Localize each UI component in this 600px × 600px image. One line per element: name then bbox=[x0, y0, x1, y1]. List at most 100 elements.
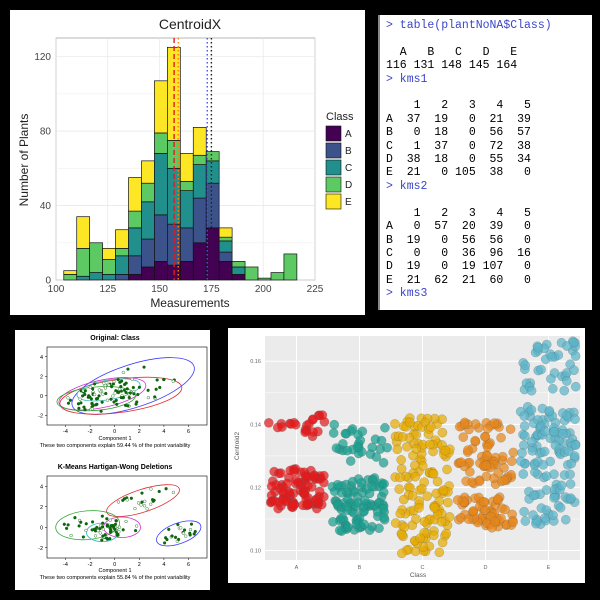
cluster-point bbox=[121, 395, 126, 400]
bar-E bbox=[154, 80, 168, 134]
point-C bbox=[397, 432, 408, 442]
cluster-point bbox=[121, 498, 125, 502]
cluster-point bbox=[188, 528, 193, 532]
bar-B bbox=[128, 255, 142, 275]
cluster-point bbox=[109, 529, 113, 533]
histogram-title: CentroidX bbox=[159, 16, 222, 32]
bar-B bbox=[218, 251, 233, 262]
bar-B bbox=[141, 238, 155, 268]
point-B bbox=[371, 452, 382, 462]
point-E bbox=[560, 514, 571, 525]
point-D bbox=[482, 423, 493, 434]
cluster-point bbox=[103, 533, 107, 537]
x-tick-label: B bbox=[358, 565, 362, 571]
x-tick-label: 2 bbox=[138, 562, 141, 568]
bar-C bbox=[218, 240, 233, 253]
cluster-point bbox=[97, 388, 101, 392]
point-C bbox=[390, 518, 401, 528]
point-C bbox=[396, 455, 406, 465]
cluster-point bbox=[111, 382, 116, 386]
console-output-line: A B C D E bbox=[386, 45, 518, 59]
point-D bbox=[500, 504, 510, 515]
point-E bbox=[570, 381, 581, 392]
point-E bbox=[547, 383, 558, 394]
point-E bbox=[526, 437, 537, 447]
cluster-point bbox=[139, 503, 143, 507]
cluster-point bbox=[98, 527, 102, 531]
point-E bbox=[518, 469, 529, 479]
point-D bbox=[490, 516, 500, 527]
cluster-point bbox=[69, 533, 73, 538]
cluster-point bbox=[113, 527, 117, 531]
point-B bbox=[356, 477, 367, 488]
console-output-line: D 38 18 0 55 34 bbox=[386, 153, 531, 167]
point-C bbox=[428, 530, 439, 541]
point-B bbox=[351, 501, 362, 511]
bar-D bbox=[257, 277, 272, 281]
bar-B bbox=[192, 197, 207, 244]
point-E bbox=[540, 513, 550, 523]
point-C bbox=[419, 516, 430, 527]
cluster-point bbox=[94, 403, 98, 407]
point-B bbox=[360, 495, 370, 506]
point-E bbox=[570, 440, 581, 450]
bar-D bbox=[270, 272, 285, 281]
bar-E bbox=[179, 153, 194, 182]
cluster-point bbox=[83, 392, 87, 397]
point-D bbox=[458, 432, 469, 442]
point-A bbox=[278, 487, 289, 497]
point-C bbox=[395, 472, 405, 483]
cluster-point bbox=[162, 377, 166, 381]
point-E bbox=[533, 342, 543, 353]
point-D bbox=[470, 435, 480, 446]
bar-C bbox=[76, 275, 91, 281]
bar-E bbox=[192, 127, 207, 156]
cluster-point bbox=[184, 534, 188, 538]
bar-D bbox=[218, 236, 233, 242]
cluster-point bbox=[140, 500, 144, 504]
cluster-point bbox=[112, 400, 116, 404]
cluster-point bbox=[142, 365, 146, 369]
x-tick-label: -4 bbox=[63, 562, 68, 568]
cluster-point bbox=[164, 487, 168, 491]
point-C bbox=[422, 491, 432, 501]
cluster-point bbox=[101, 521, 105, 525]
bar-D bbox=[154, 132, 168, 154]
y-tick-label: 4 bbox=[40, 355, 43, 361]
cluster-ellipse bbox=[58, 377, 147, 411]
y-tick-label: 2 bbox=[40, 505, 43, 511]
cluster-point bbox=[133, 528, 138, 533]
point-E bbox=[546, 374, 556, 384]
cluster-point bbox=[114, 398, 118, 402]
cluster-point bbox=[119, 384, 123, 389]
point-C bbox=[414, 503, 424, 513]
point-E bbox=[517, 448, 527, 458]
point-B bbox=[352, 442, 363, 452]
point-E bbox=[526, 405, 537, 415]
console-command: > kms3 bbox=[386, 287, 428, 301]
point-D bbox=[459, 419, 470, 430]
cluster-ellipse bbox=[55, 510, 120, 541]
cluster-plots: Original: Class Component 1 These two co… bbox=[38, 335, 208, 581]
bar-C bbox=[192, 164, 207, 199]
y-tick-label: 40 bbox=[40, 201, 52, 212]
cluster-point bbox=[96, 529, 100, 533]
cluster-point bbox=[105, 536, 109, 540]
r-console[interactable]: > table(plantNoNA$Class) A B C D E 116 1… bbox=[378, 15, 592, 310]
cluster-plot-2-title: K-Means Hartigan-Wong Deletions bbox=[58, 464, 173, 471]
cluster-point bbox=[84, 522, 88, 526]
bar-C bbox=[231, 266, 246, 275]
bar-E bbox=[128, 177, 142, 212]
point-B bbox=[359, 519, 369, 530]
point-D bbox=[468, 506, 479, 516]
cluster-point bbox=[115, 402, 119, 406]
cluster-point bbox=[154, 387, 158, 391]
cluster-plots-panel: Original: Class Component 1 These two co… bbox=[15, 330, 210, 590]
cluster-point bbox=[155, 378, 159, 382]
y-tick-label: 120 bbox=[34, 52, 51, 63]
point-E bbox=[565, 469, 575, 480]
legend-label-B: B bbox=[345, 146, 352, 157]
cluster-point bbox=[135, 400, 139, 404]
bar-D bbox=[63, 274, 78, 281]
cluster-point bbox=[66, 523, 70, 527]
